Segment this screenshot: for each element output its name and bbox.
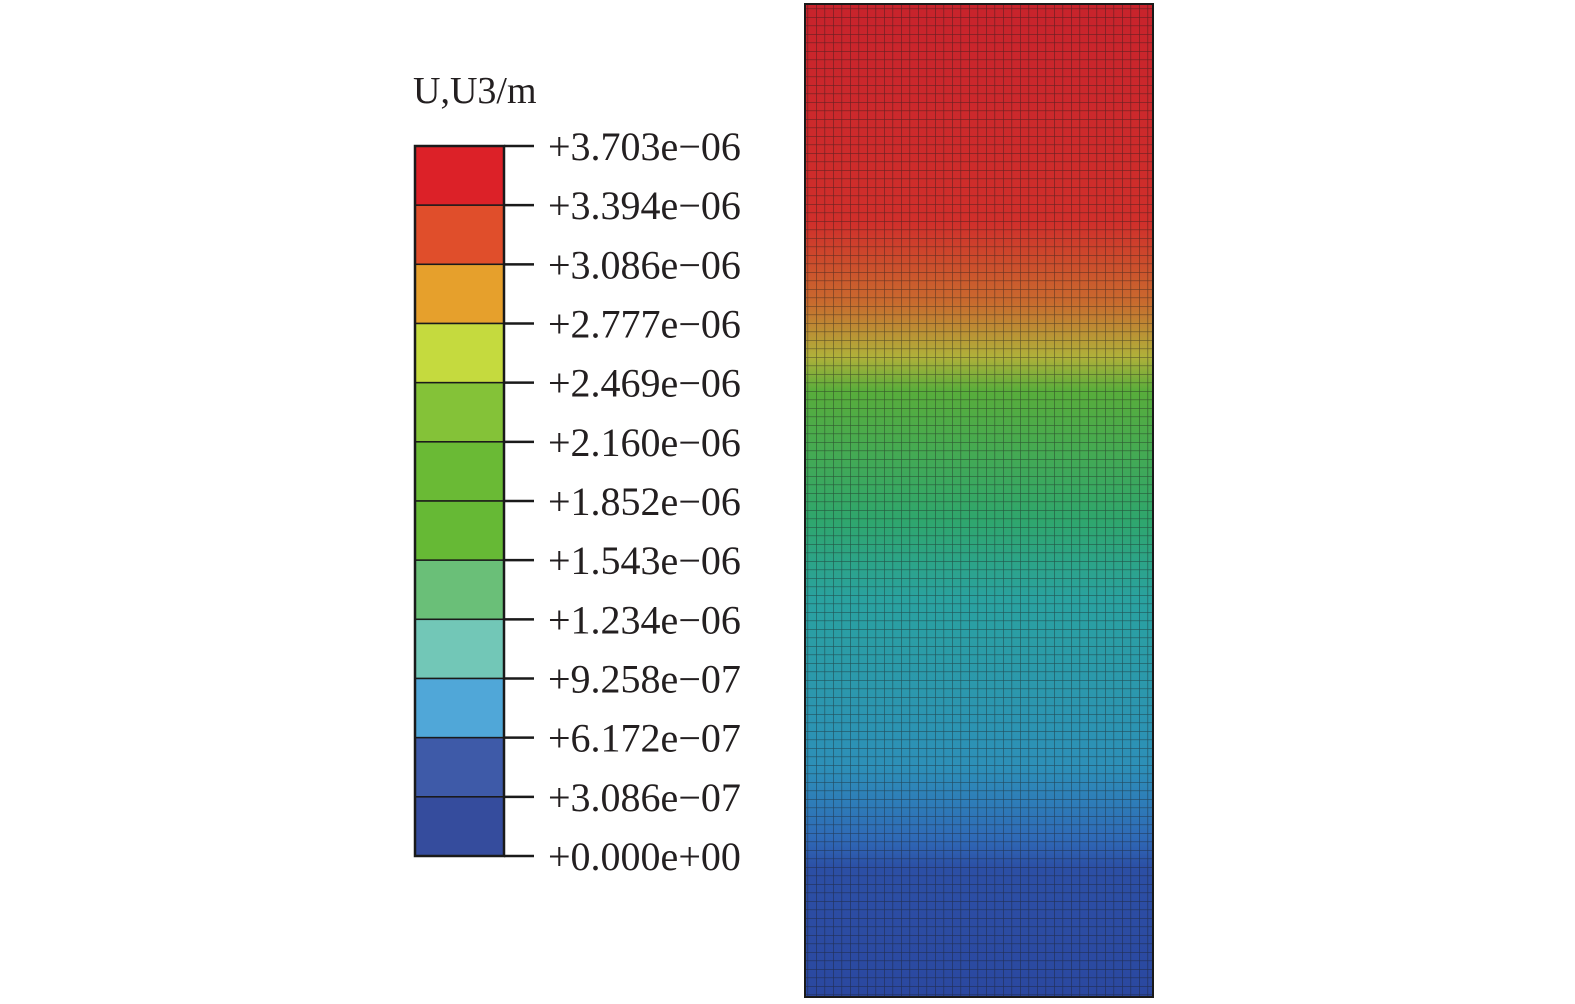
legend-band	[414, 322, 505, 384]
legend-tick-label: +9.258e−07	[548, 657, 741, 702]
legend-tick-label: +2.160e−06	[548, 420, 741, 465]
colorbar-legend: U,U3/m +3.703e−06 +3.394e−06 +3.086e−06 +2.…	[413, 70, 741, 879]
legend-tick-label: +2.777e−06	[548, 302, 741, 347]
legend-tick-label: +3.703e−06	[548, 124, 741, 169]
legend-band	[414, 381, 505, 443]
legend-band	[414, 559, 505, 621]
legend-band	[414, 736, 505, 798]
legend-tick-label: +3.086e−06	[548, 242, 741, 287]
contour-field	[804, 3, 1154, 998]
legend-tick-label: +6.172e−07	[548, 716, 741, 761]
legend-band	[414, 263, 505, 325]
legend-tick-label: +3.394e−06	[548, 183, 741, 228]
legend-band	[414, 677, 505, 739]
legend-title: U,U3/m	[413, 70, 537, 112]
legend-band	[414, 204, 505, 266]
legend-band	[414, 441, 505, 502]
legend-tick-label: +2.469e−06	[548, 361, 741, 406]
field-mesh	[805, 4, 1153, 997]
field-border	[804, 3, 1154, 998]
legend-tick-label: +1.234e−06	[548, 597, 741, 642]
legend-tick-label: +1.543e−06	[548, 538, 741, 583]
legend-band	[414, 796, 505, 857]
legend-ticks: +3.703e−06 +3.394e−06 +3.086e−06 +2.777e−06…	[504, 124, 741, 879]
legend-band	[414, 145, 505, 206]
legend-band	[414, 500, 505, 561]
legend-bands	[414, 145, 505, 857]
legend-tick-label: +0.000e+00	[548, 834, 741, 879]
legend-tick-label: +1.852e−06	[548, 479, 741, 524]
legend-tick-label: +3.086e−07	[548, 775, 741, 820]
legend-band	[414, 618, 505, 680]
